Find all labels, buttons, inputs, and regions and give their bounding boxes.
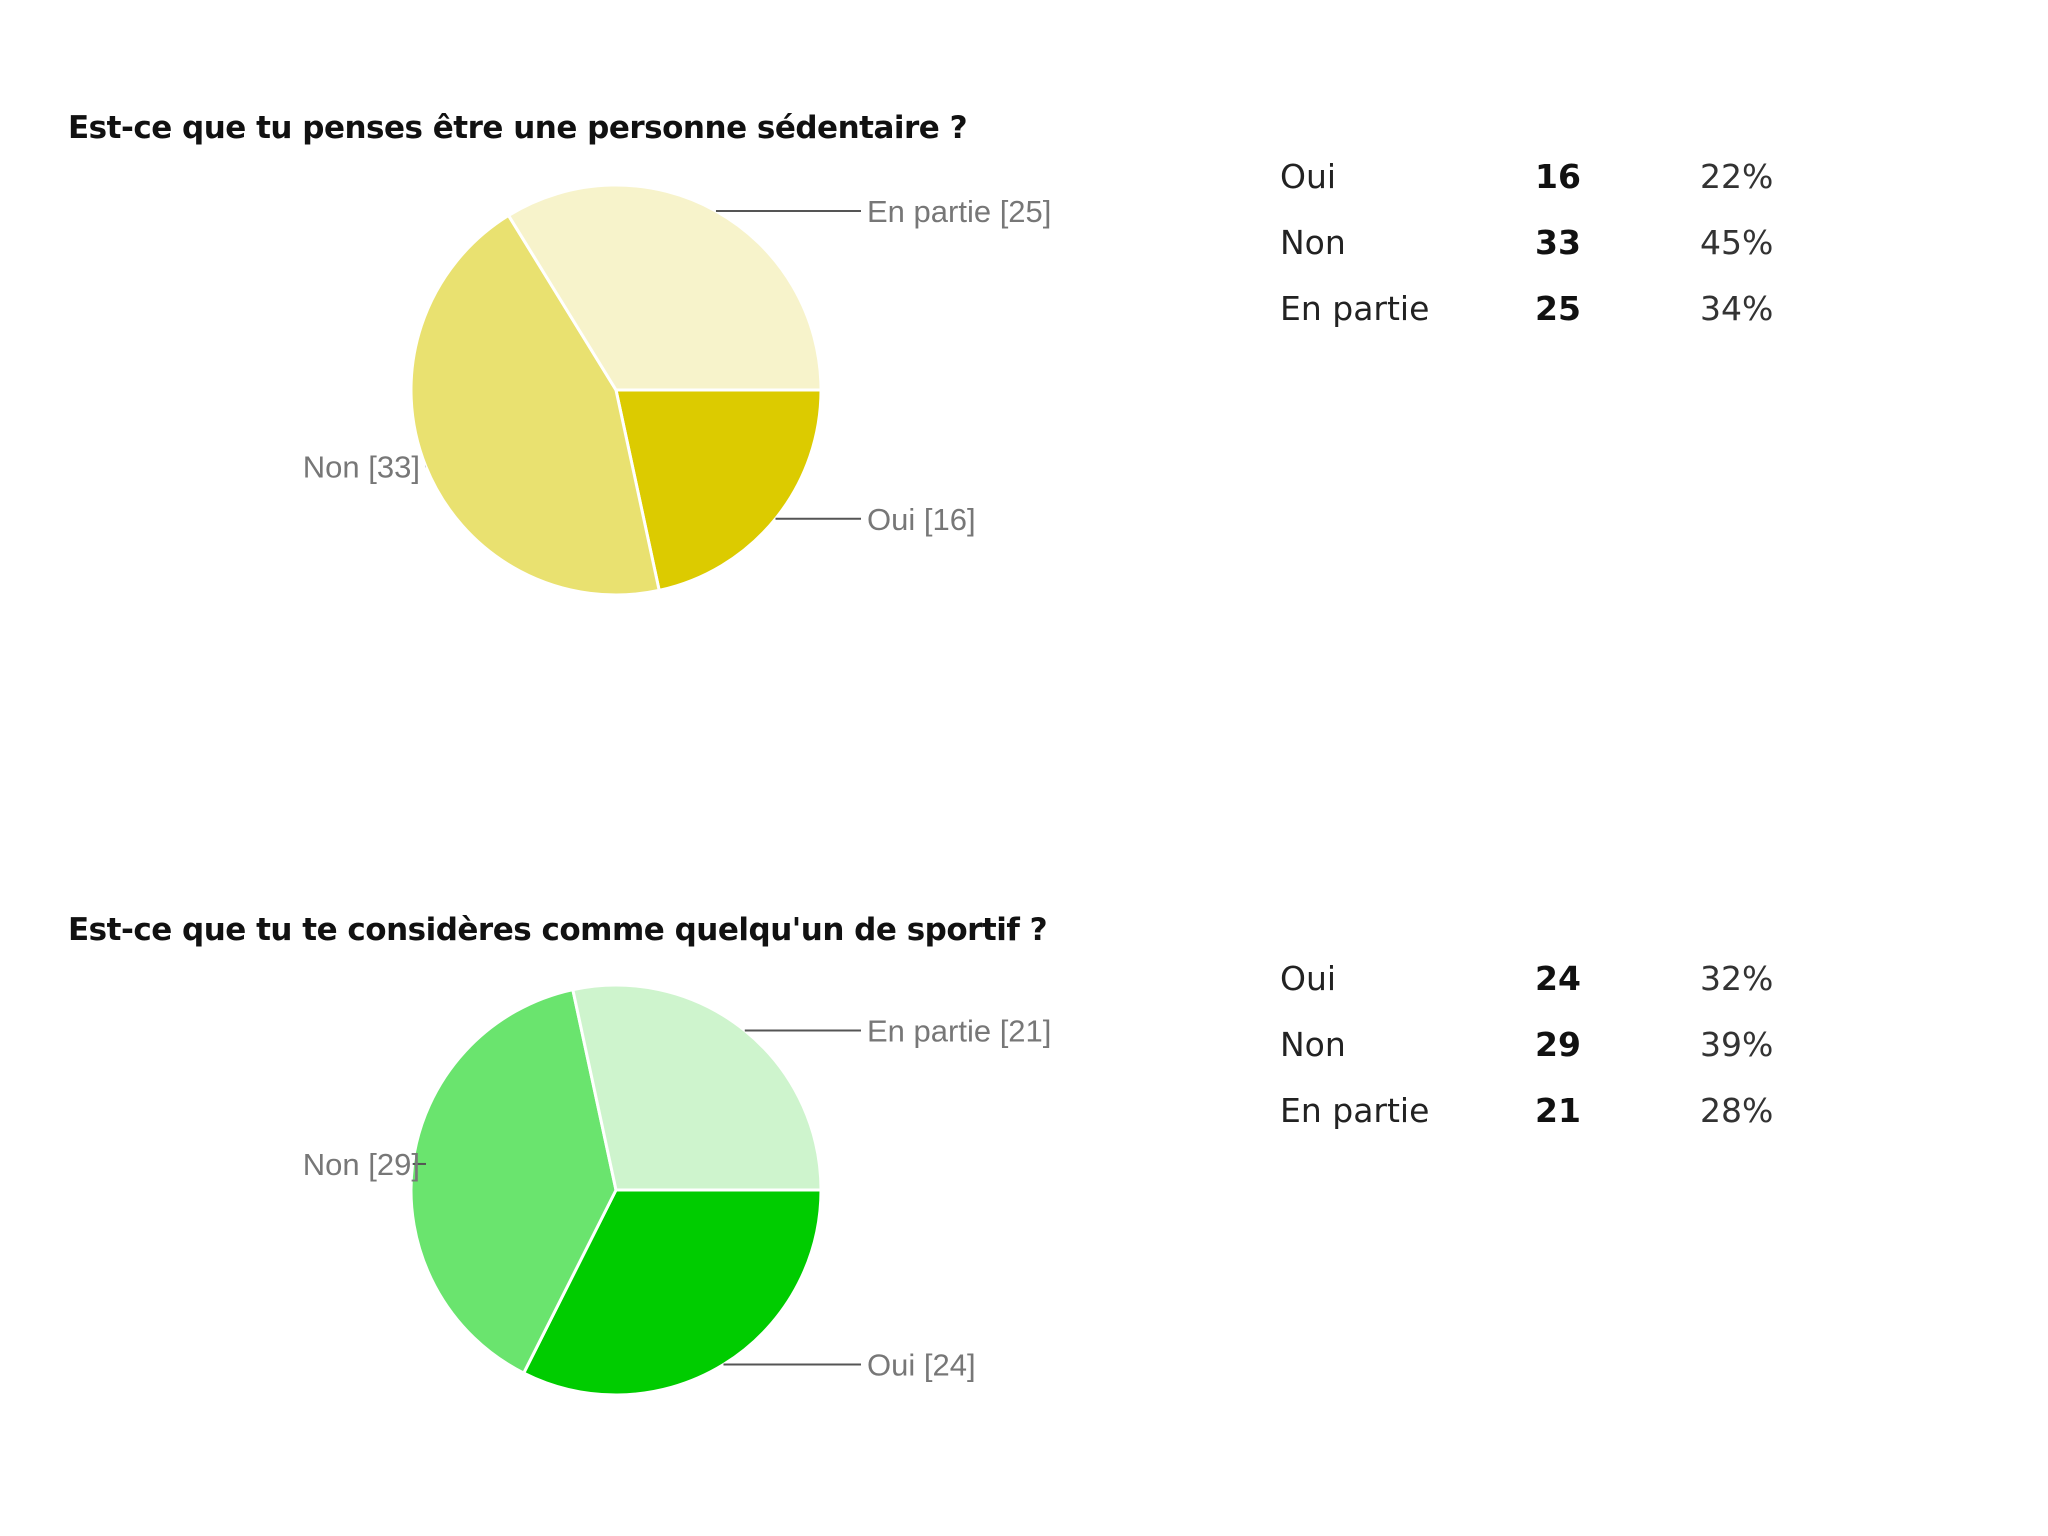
answer-percent: 34%	[1700, 288, 1774, 328]
slice-label: Oui [24]	[867, 1348, 976, 1383]
answer-count: 24	[1535, 958, 1581, 998]
answer-label: Oui	[1280, 958, 1337, 998]
answer-count: 21	[1535, 1090, 1581, 1130]
table-row: Non 33 45%	[1280, 209, 1820, 275]
pie-slice-en-partie	[506, 183, 823, 392]
answer-count: 33	[1535, 222, 1581, 262]
answer-count: 16	[1535, 156, 1581, 196]
survey-question-1: Est-ce que tu penses être une personne s…	[0, 110, 2048, 670]
answer-label: Oui	[1280, 156, 1337, 196]
table-row: En partie 25 34%	[1280, 275, 1820, 341]
pie-slice-oui	[614, 388, 823, 593]
answer-label: En partie	[1280, 288, 1430, 328]
slice-label: En partie [21]	[867, 1014, 1051, 1049]
slice-label: Non [33]	[303, 449, 420, 484]
slice-label: En partie [25]	[867, 194, 1051, 229]
results-table-2: Oui 24 32% Non 29 39% En partie 21 28%	[1280, 945, 1820, 1143]
table-row: Oui 24 32%	[1280, 945, 1820, 1011]
slice-label: Oui [16]	[867, 502, 976, 537]
answer-label: Non	[1280, 1024, 1346, 1064]
answer-percent: 22%	[1700, 156, 1774, 196]
table-row: Non 29 39%	[1280, 1011, 1820, 1077]
question-1-title: Est-ce que tu penses être une personne s…	[68, 110, 968, 146]
answer-percent: 39%	[1700, 1024, 1774, 1064]
table-row: En partie 21 28%	[1280, 1077, 1820, 1143]
answer-percent: 32%	[1700, 958, 1774, 998]
slice-label: Non [29]	[303, 1147, 420, 1182]
pie-slice-en-partie	[571, 983, 823, 1192]
pie-chart-1: Oui [16] Non [33] En partie [25]	[303, 183, 1051, 597]
answer-label: En partie	[1280, 1090, 1430, 1130]
survey-question-2: Est-ce que tu te considères comme quelqu…	[0, 912, 2048, 1472]
answer-percent: 45%	[1700, 222, 1774, 262]
answer-count: 29	[1535, 1024, 1581, 1064]
results-table-1: Oui 16 22% Non 33 45% En partie 25 34%	[1280, 143, 1820, 341]
answer-count: 25	[1535, 288, 1581, 328]
answer-label: Non	[1280, 222, 1346, 262]
answer-percent: 28%	[1700, 1090, 1774, 1130]
question-2-title: Est-ce que tu te considères comme quelqu…	[68, 912, 1048, 948]
table-row: Oui 16 22%	[1280, 143, 1820, 209]
pie-chart-2: Oui [24] Non [29] En partie [21]	[303, 983, 1051, 1397]
